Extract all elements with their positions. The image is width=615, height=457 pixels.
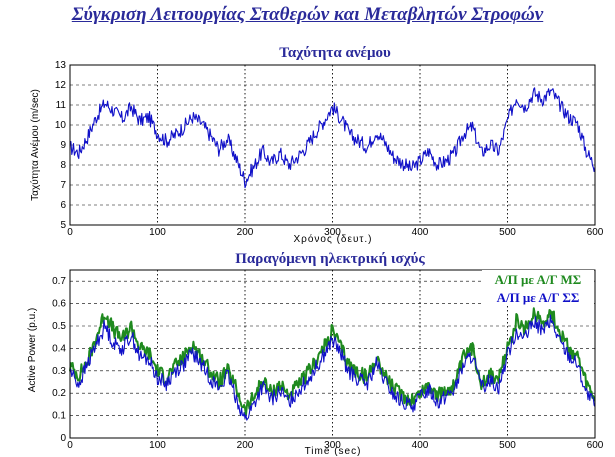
x-tick-label: 100: [149, 440, 166, 451]
y-tick-label: 10: [55, 120, 67, 131]
power-series: [69, 307, 596, 421]
x-tick-label: 200: [237, 227, 254, 238]
y-tick-label: 6: [60, 200, 66, 211]
y-tick-label: 13: [55, 60, 67, 71]
wind-speed-grid: [70, 65, 595, 225]
y-tick-label: 0: [60, 433, 66, 444]
x-tick-label: 500: [499, 227, 516, 238]
y-tick-label: 0.7: [52, 276, 66, 287]
wind-speed-x-ticks: 0 100 200 300 400 500 600: [67, 227, 604, 238]
x-tick-label: 500: [499, 440, 516, 451]
power-y-label: Active Power (p.u.): [27, 308, 38, 392]
legend-box: [482, 270, 594, 306]
power-x-label: Time (sec): [305, 446, 362, 457]
x-tick-label: 400: [412, 440, 429, 451]
y-tick-label: 0.1: [52, 411, 66, 422]
y-tick-label: 5: [60, 220, 66, 231]
y-tick-label: 11: [56, 100, 67, 111]
x-tick-label: 200: [237, 440, 254, 451]
series-line-0: [69, 307, 596, 417]
x-tick-label: 300: [324, 440, 341, 451]
x-tick-label: 100: [149, 227, 166, 238]
y-tick-label: 0.2: [52, 388, 66, 399]
y-tick-label: 0.5: [52, 321, 66, 332]
power-plot-frame: [69, 269, 596, 439]
power-y-ticks: 0 0.1 0.2 0.3 0.4 0.5 0.6 0.7: [52, 276, 66, 444]
x-tick-label: 600: [587, 227, 604, 238]
x-tick-label: 300: [324, 227, 341, 238]
legend-entry-fixed-speed: Α/Π με Α/Γ ΣΣ: [497, 290, 580, 305]
power-chart: Παραγόμενη ηλεκτρική ισχύς 0 0.1 0.2 0.3 0.4…: [27, 251, 604, 457]
x-tick-label: 0: [67, 227, 73, 238]
x-tick-label: 0: [67, 440, 73, 451]
wind-speed-plot-frame: [69, 64, 596, 226]
y-tick-label: 8: [60, 160, 66, 171]
wind-speed-series: [69, 87, 596, 189]
power-x-ticks: 0 100 200 300 400 500 600: [67, 440, 604, 451]
power-chart-title: Παραγόμενη ηλεκτρική ισχύς: [235, 251, 425, 267]
wind-speed-chart: Ταχύτητα ανέμου 5 6 7 8 9 10 11 12 13 0 100 200 300…: [29, 45, 604, 245]
series-line-1: [69, 314, 596, 421]
wind-speed-y-ticks: 5 6 7 8 9 10 11 12 13: [55, 60, 67, 231]
legend-entry-variable-speed: Α/Π με Α/Γ ΜΣ: [495, 272, 582, 287]
page-title: Σύγκριση Λειτουργίας Σταθερών και Μεταβλ…: [71, 4, 544, 25]
y-tick-label: 12: [55, 80, 67, 91]
wind-speed-y-label: Ταχύτητα Ανέμου (m/sec): [29, 89, 41, 201]
series-line-0: [69, 87, 596, 189]
y-tick-label: 9: [60, 140, 66, 151]
y-tick-label: 7: [60, 180, 66, 191]
wind-speed-chart-title: Ταχύτητα ανέμου: [279, 45, 391, 61]
wind-speed-x-label: Χρόνος (δευτ.): [294, 233, 373, 245]
y-tick-label: 0.3: [52, 366, 66, 377]
x-tick-label: 400: [412, 227, 429, 238]
y-tick-label: 0.4: [52, 343, 66, 354]
y-tick-label: 0.6: [52, 299, 66, 310]
x-tick-label: 600: [587, 440, 604, 451]
